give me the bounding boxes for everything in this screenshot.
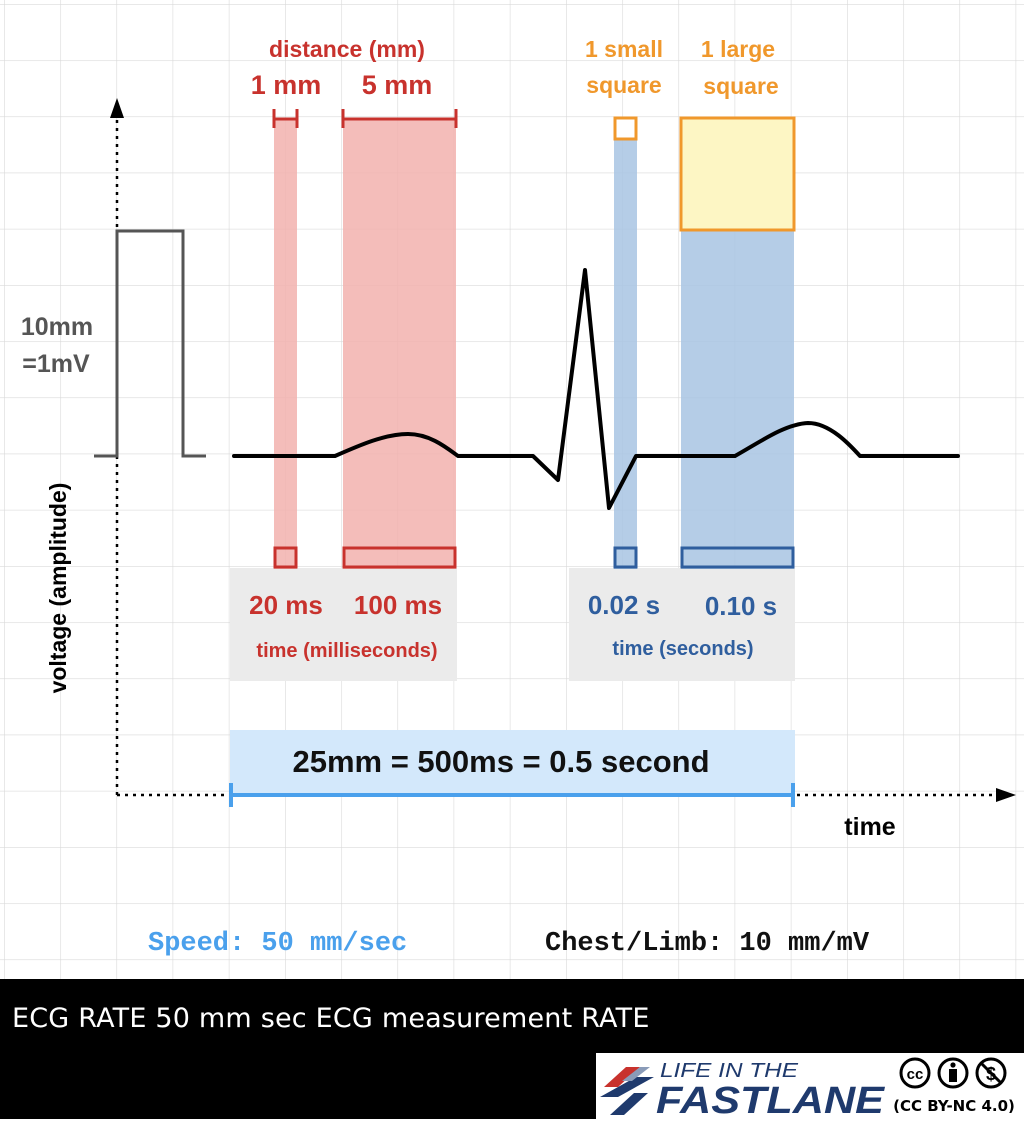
large-square-box	[679, 116, 796, 232]
distance-title: distance (mm)	[269, 36, 425, 62]
ms-label-background	[230, 568, 457, 681]
five-mm-bottom-box	[342, 546, 457, 569]
small-square-label-1: 1 small	[585, 36, 663, 62]
small-square-band	[614, 139, 637, 569]
hundred-ms-label: 100 ms	[354, 590, 442, 620]
s-label-background	[569, 568, 795, 681]
ecg-trace	[232, 268, 960, 510]
y-axis-label: voltage (amplitude)	[45, 483, 71, 694]
lifeinthefastlane-logo: LIFE IN THE FASTLANE cc $ (CC BY-NC 4.0)	[600, 1057, 1015, 1122]
calibration-label-1: 10mm	[21, 313, 93, 341]
lifl-cross-icon	[600, 1067, 654, 1115]
half-second-measure-bar	[229, 783, 795, 807]
speed-label: Speed: 50 mm/sec	[148, 929, 407, 959]
calibration-pulse	[94, 229, 206, 458]
logo-line-1: LIFE IN THE	[660, 1060, 799, 1082]
logo-line-2: FASTLANE	[656, 1080, 886, 1119]
small-square-box	[613, 116, 638, 141]
one-mm-label: 1 mm	[251, 70, 322, 100]
license-label: (CC BY-NC 4.0)	[893, 1097, 1015, 1115]
five-mm-band	[343, 119, 456, 569]
time-s-label: time (seconds)	[612, 638, 753, 660]
one-mm-bottom-box	[273, 546, 298, 569]
cc-icon: cc	[899, 1057, 931, 1089]
time-ms-label: time (milliseconds)	[256, 640, 437, 662]
large-square-band	[681, 231, 794, 569]
ecg-diagram: distance (mm) 1 mm 5 mm 1 small square 1…	[0, 0, 1024, 979]
gain-label: Chest/Limb: 10 mm/mV	[545, 929, 870, 959]
twenty-ms-label: 20 ms	[249, 590, 323, 620]
two-hundredths-s-label: 0.02 s	[588, 590, 660, 620]
one-mm-band	[274, 119, 297, 569]
svg-text:cc: cc	[907, 1066, 924, 1083]
x-axis-label: time	[844, 813, 896, 841]
one-mm-bracket	[272, 109, 299, 128]
logo-box: LIFE IN THE FASTLANE cc $ (CC BY-NC 4.0)	[596, 1053, 1024, 1122]
large-square-bottom-box	[680, 546, 795, 569]
y-axis-arrow	[110, 98, 124, 118]
large-square-label-2: square	[703, 73, 778, 99]
grid-background	[0, 0, 1024, 979]
noncommercial-icon: $	[975, 1057, 1007, 1089]
large-square-label-1: 1 large	[701, 36, 775, 62]
caption-text: ECG RATE 50 mm sec ECG measurement RATE	[12, 1003, 650, 1034]
attribution-icon	[937, 1057, 969, 1089]
small-square-label-2: square	[586, 72, 661, 98]
caption-bar: ECG RATE 50 mm sec ECG measurement RATE …	[0, 979, 1024, 1122]
equation-label: 25mm = 500ms = 0.5 second	[292, 744, 709, 779]
five-mm-bracket	[341, 109, 458, 128]
equation-band	[230, 730, 795, 794]
calibration-label-2: =1mV	[22, 350, 90, 378]
five-mm-label: 5 mm	[362, 70, 433, 100]
one-tenth-s-label: 0.10 s	[705, 591, 777, 621]
x-axis-arrow	[996, 788, 1016, 802]
small-square-bottom-box	[613, 546, 638, 569]
